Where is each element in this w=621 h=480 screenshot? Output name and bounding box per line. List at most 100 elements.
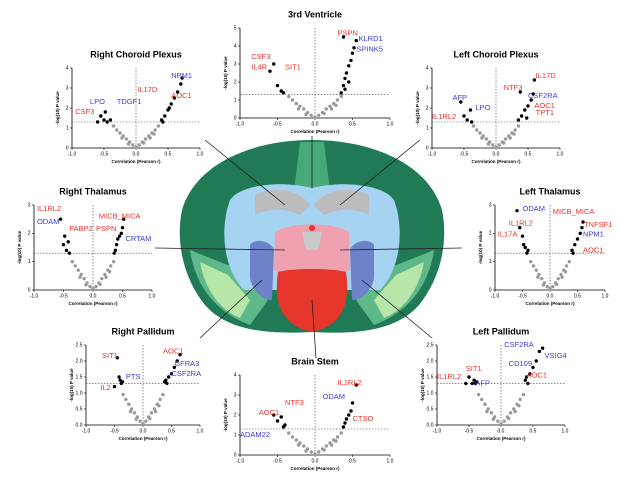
y-tick-label: 2 (66, 105, 69, 111)
point (172, 365, 177, 370)
point (486, 142, 491, 146)
point (111, 124, 116, 128)
y-tick-label: 3 (28, 202, 31, 208)
point (124, 137, 129, 141)
point (560, 275, 564, 279)
point (153, 128, 157, 132)
point (124, 397, 128, 402)
y-tick-label: 5 (234, 25, 237, 31)
x-axis-label: Correlation (Pearson r) (290, 466, 340, 471)
x-tick-label: 0.0 (140, 428, 147, 434)
x-tick-label: -0.5 (465, 428, 474, 434)
y-tick-label: 4 (234, 43, 237, 49)
point (556, 276, 560, 281)
point (148, 136, 152, 140)
x-tick-label: 0.0 (133, 151, 140, 157)
point (105, 120, 109, 124)
point (108, 118, 113, 122)
gene-label: IL17D (536, 71, 557, 80)
point (350, 51, 355, 55)
point (475, 128, 479, 132)
y-tick-label: 1.0 (427, 390, 434, 396)
gene-label: IL1RL2 (437, 372, 461, 381)
point (70, 259, 75, 264)
point (141, 141, 146, 145)
point (302, 444, 306, 448)
gene-label: TDGF1 (117, 97, 142, 106)
chart-title: Right Thalamus (59, 186, 127, 196)
point (551, 284, 555, 289)
x-tick-label: 0.5 (165, 151, 172, 157)
connector (311, 299, 317, 359)
volcano-plot: Right Thalamus -1.0 -0.5 0.0 0.5 1.0 0 1 2 3 Corre… (17, 186, 156, 306)
point (491, 417, 496, 421)
point (158, 397, 162, 402)
y-tick-label: 4 (234, 372, 237, 378)
gene-label: CSF3 (251, 52, 270, 61)
point (525, 251, 529, 255)
x-tick-label: 0.0 (498, 428, 505, 434)
point (497, 143, 501, 147)
gene-label: CD109 (509, 359, 532, 368)
point (534, 359, 538, 363)
y-axis-label: -log(10) P value (415, 91, 420, 125)
point (534, 268, 538, 272)
chart-title: Left Choroid Plexus (453, 49, 538, 59)
x-tick-label: 0.5 (119, 293, 126, 299)
point (119, 231, 124, 236)
point (502, 419, 506, 423)
gene-label: AFP (475, 378, 490, 387)
x-tick-label: -0.5 (273, 458, 282, 464)
connector (154, 247, 286, 251)
point (567, 259, 571, 264)
point (503, 137, 508, 141)
connector (199, 279, 263, 339)
chart-title: Brain Stem (291, 356, 339, 366)
chart-title: Left Thalamus (519, 186, 580, 196)
x-tick-label: -0.5 (100, 151, 109, 157)
connector (339, 247, 463, 251)
piriform-right (374, 262, 424, 318)
point (578, 231, 582, 236)
point (112, 251, 116, 255)
connectors (154, 136, 463, 359)
ventricle-left (255, 189, 310, 215)
point (76, 268, 80, 272)
gene-label: SIT1 (285, 63, 301, 72)
x-tick-label: -1.0 (236, 121, 245, 127)
point (153, 409, 158, 414)
point (61, 242, 66, 247)
y-tick-label: 0.0 (76, 422, 83, 428)
piriform-left (200, 262, 250, 318)
point (531, 92, 535, 96)
y-tick-label: 2 (234, 412, 237, 418)
y-tick-label: 0.0 (427, 422, 434, 428)
gene-label: AFP (452, 93, 467, 102)
point (82, 276, 86, 281)
point (339, 94, 343, 99)
point (518, 90, 523, 94)
y-tick-label: 2.5 (427, 342, 434, 348)
point (499, 422, 503, 426)
y-tick-label: 2 (426, 105, 429, 111)
point (294, 438, 298, 442)
point (523, 108, 527, 112)
y-tick-label: 3 (234, 61, 237, 67)
gene-label: LPO (90, 97, 105, 106)
point (531, 264, 536, 268)
gene-label: IL1RL2 (338, 378, 362, 387)
point (62, 234, 67, 238)
x-tick-label: 1.0 (387, 458, 394, 464)
x-axis-label: Correlation (Pearson r) (111, 159, 161, 164)
y-tick-label: 0.5 (427, 406, 434, 412)
y-tick-label: 0 (234, 452, 237, 458)
point (104, 275, 108, 279)
point (467, 375, 471, 379)
x-tick-label: 1.0 (602, 293, 609, 299)
point (344, 417, 349, 421)
point (115, 128, 119, 132)
y-axis-label: -log(10) P value (478, 230, 483, 264)
point (484, 137, 489, 141)
point (563, 269, 568, 274)
point (540, 276, 544, 281)
